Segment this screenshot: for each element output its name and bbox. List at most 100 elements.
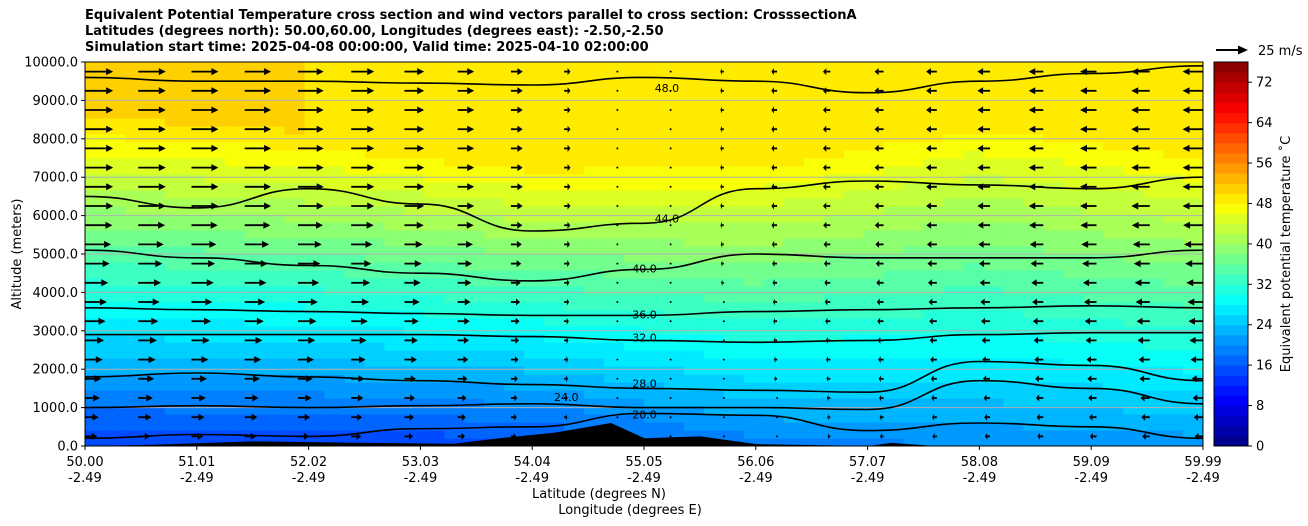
- field-cell: [783, 302, 805, 311]
- colorbar-segment: [1214, 355, 1248, 366]
- field-cell: [104, 366, 126, 375]
- wind-vector-head: [316, 202, 324, 210]
- field-cell: [783, 198, 805, 207]
- wind-vector-dot: [616, 185, 619, 188]
- field-cell: [783, 270, 805, 279]
- field-cell: [1183, 158, 1203, 167]
- field-cell: [863, 142, 885, 151]
- field-cell: [264, 366, 286, 375]
- field-cell: [264, 358, 286, 367]
- field-cell: [364, 406, 386, 415]
- field-cell: [224, 382, 246, 391]
- field-cell: [1103, 62, 1124, 71]
- field-cell: [823, 150, 845, 159]
- field-cell: [124, 230, 146, 239]
- wind-vector-head: [874, 68, 879, 76]
- field-cell: [683, 158, 705, 167]
- field-cell: [284, 206, 306, 215]
- field-cell: [444, 286, 465, 295]
- field-cell: [1003, 374, 1024, 383]
- field-cell: [983, 366, 1004, 375]
- contour-line-24: [85, 379, 1203, 411]
- field-cell: [124, 398, 146, 407]
- wind-vectors: [85, 68, 1203, 440]
- field-cell: [703, 270, 725, 279]
- wind-vector: [616, 128, 619, 131]
- wind-vector-head: [982, 375, 987, 383]
- field-cell: [703, 198, 725, 207]
- field-cell: [743, 366, 765, 375]
- field-cell: [264, 166, 286, 175]
- wind-vector-head: [209, 240, 217, 248]
- field-cell: [85, 94, 106, 103]
- contour-line-32: [85, 331, 1203, 344]
- field-cell: [544, 302, 565, 311]
- field-cell: [683, 254, 705, 263]
- wind-vector-dot: [669, 377, 672, 380]
- field-cell: [204, 78, 226, 87]
- field-cell: [564, 110, 585, 119]
- wind-vector: [564, 106, 571, 114]
- field-cell: [743, 278, 765, 287]
- field-cell: [464, 94, 485, 103]
- field-cell: [344, 294, 366, 303]
- field-cell: [124, 374, 146, 383]
- field-cell: [304, 286, 326, 295]
- field-cell: [903, 102, 925, 111]
- field-cell: [1103, 342, 1124, 351]
- field-cell: [1083, 70, 1104, 79]
- wind-vector-head: [467, 202, 475, 210]
- field-cell: [524, 342, 545, 351]
- field-cell: [524, 294, 545, 303]
- field-cell: [284, 366, 306, 375]
- field-cell: [584, 94, 605, 103]
- wind-vector-head: [205, 298, 213, 306]
- colorbar-segment: [1214, 334, 1248, 346]
- field-cell: [883, 166, 905, 175]
- field-cell: [983, 230, 1004, 239]
- field-cell: [743, 110, 765, 119]
- wind-vector: [1081, 240, 1097, 248]
- field-cell: [184, 126, 206, 135]
- field-cell: [683, 270, 705, 279]
- wind-vector: [720, 87, 724, 95]
- field-cell: [663, 278, 685, 287]
- field-cell: [604, 406, 625, 415]
- wind-vector-head: [316, 144, 324, 152]
- wind-vector-head: [1080, 221, 1088, 229]
- field-cell: [404, 62, 425, 71]
- field-cell: [384, 126, 406, 135]
- field-cell: [703, 166, 725, 175]
- field-cell: [1163, 102, 1184, 111]
- field-cell: [923, 110, 945, 119]
- field-cell: [204, 174, 226, 183]
- field-cell: [624, 270, 645, 279]
- field-cell: [683, 278, 705, 287]
- field-cell: [783, 126, 805, 135]
- field-cell: [444, 366, 465, 375]
- wind-vector: [351, 394, 364, 402]
- field-cell: [783, 262, 805, 271]
- wind-vector-head: [312, 279, 320, 287]
- field-cell: [184, 214, 206, 223]
- field-cell: [504, 110, 525, 119]
- field-cell: [124, 206, 146, 215]
- field-cell: [284, 334, 306, 343]
- field-cell: [883, 174, 905, 183]
- field-cell: [683, 350, 705, 359]
- field-cell: [564, 366, 585, 375]
- wind-vector: [138, 279, 162, 287]
- field-cell: [883, 270, 905, 279]
- wind-vector: [404, 432, 413, 440]
- wind-vector-head: [517, 183, 523, 191]
- field-cell: [983, 222, 1004, 231]
- field-cell: [663, 230, 685, 239]
- field-cell: [284, 174, 306, 183]
- field-cell: [364, 206, 386, 215]
- field-cell: [663, 406, 685, 415]
- field-cell: [85, 198, 106, 207]
- wind-vector: [977, 87, 991, 95]
- field-cell: [843, 342, 865, 351]
- field-cell: [1023, 206, 1044, 215]
- field-cell: [164, 270, 186, 279]
